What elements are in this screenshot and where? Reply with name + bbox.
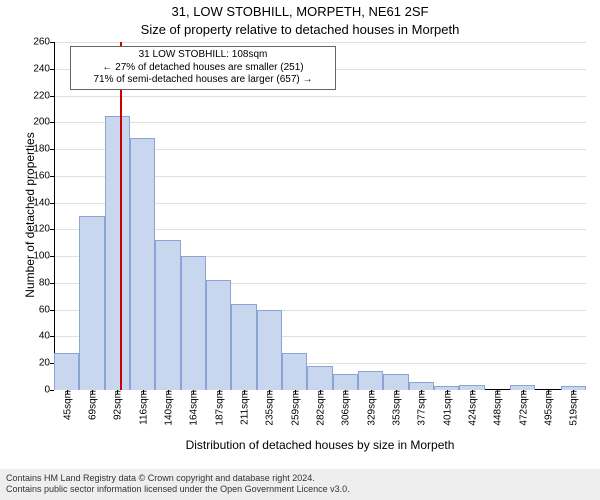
x-tick-label: 211sqm [238, 390, 251, 425]
bar [155, 240, 180, 390]
bar [383, 374, 408, 390]
y-tick-label: 0 [44, 385, 54, 396]
y-tick-label: 80 [39, 277, 54, 288]
x-tick-label: 448sqm [491, 390, 504, 426]
x-tick-label: 187sqm [212, 390, 225, 426]
bar [358, 371, 383, 390]
y-tick-label: 20 [39, 358, 54, 369]
plot-area: 02040608010012014016018020022024026045sq… [54, 42, 586, 390]
x-tick-label: 329sqm [364, 390, 377, 426]
footer: Contains HM Land Registry data © Crown c… [0, 469, 600, 500]
x-tick-label: 424sqm [466, 390, 479, 426]
bar [181, 256, 206, 390]
footer-line: Contains HM Land Registry data © Crown c… [6, 473, 594, 484]
reference-line [120, 42, 122, 390]
figure: 31, LOW STOBHILL, MORPETH, NE61 2SF Size… [0, 0, 600, 500]
x-tick-label: 69sqm [86, 390, 99, 420]
y-axis-line [54, 42, 55, 390]
bar [206, 280, 231, 390]
y-tick-label: 40 [39, 331, 54, 342]
x-tick-label: 164sqm [187, 390, 200, 426]
title-sub: Size of property relative to detached ho… [0, 22, 600, 37]
x-tick-label: 306sqm [339, 390, 352, 426]
x-tick-label: 282sqm [314, 390, 327, 426]
x-tick-label: 235sqm [263, 390, 276, 426]
x-axis-title: Distribution of detached houses by size … [54, 438, 586, 452]
x-tick-label: 140sqm [162, 390, 175, 426]
bar [409, 382, 434, 390]
bar [231, 304, 256, 390]
x-tick-label: 377sqm [415, 390, 428, 426]
bar [307, 366, 332, 390]
annotation-line: 31 LOW STOBHILL: 108sqm [75, 49, 331, 62]
y-tick-label: 220 [33, 90, 54, 101]
bar [257, 310, 282, 390]
x-tick-label: 472sqm [516, 390, 529, 426]
bar [105, 116, 130, 390]
title-main: 31, LOW STOBHILL, MORPETH, NE61 2SF [0, 4, 600, 19]
y-tick-label: 60 [39, 304, 54, 315]
grid-line [54, 96, 586, 97]
y-tick-label: 260 [33, 37, 54, 48]
bar [79, 216, 104, 390]
x-tick-label: 116sqm [136, 390, 149, 425]
bar [333, 374, 358, 390]
x-tick-label: 401sqm [440, 390, 453, 426]
x-tick-label: 259sqm [288, 390, 301, 426]
footer-line: Contains public sector information licen… [6, 484, 594, 495]
annotation-line: 71% of semi-detached houses are larger (… [75, 74, 331, 87]
x-tick-label: 353sqm [390, 390, 403, 426]
x-tick-label: 92sqm [111, 390, 124, 420]
annotation-box: 31 LOW STOBHILL: 108sqm← 27% of detached… [70, 46, 336, 90]
bar [282, 353, 307, 390]
bar [130, 138, 155, 390]
grid-line [54, 122, 586, 123]
bar [54, 353, 79, 390]
x-tick-label: 45sqm [60, 390, 73, 420]
x-tick-label: 519sqm [567, 390, 580, 426]
annotation-line: ← 27% of detached houses are smaller (25… [75, 62, 331, 75]
y-tick-label: 240 [33, 63, 54, 74]
x-tick-label: 495sqm [542, 390, 555, 426]
grid-line [54, 42, 586, 43]
y-axis-title: Number of detached properties [23, 115, 37, 315]
